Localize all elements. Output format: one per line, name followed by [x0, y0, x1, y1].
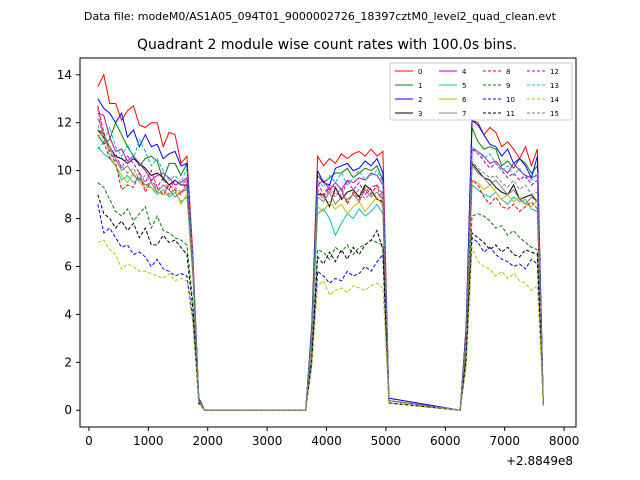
- legend-label-5: 5: [462, 82, 466, 90]
- x-axis: 0 1000 2000 3000 4000 5000 6000 7000 8000: [85, 427, 579, 448]
- chart-title: Quadrant 2 module wise count rates with …: [137, 37, 517, 53]
- x-tick-label: 0: [85, 434, 93, 448]
- y-tick-label: 4: [64, 307, 72, 321]
- legend-label-3: 3: [418, 110, 422, 118]
- legend-label-8: 8: [506, 68, 510, 76]
- legend-label-10: 10: [506, 96, 515, 104]
- x-tick-label: 2000: [192, 434, 223, 448]
- legend-label-13: 13: [550, 82, 559, 90]
- legend-box: [389, 62, 573, 121]
- series-line-10: [97, 204, 544, 411]
- legend-label-6: 6: [462, 96, 467, 104]
- series-line-7: [97, 117, 544, 411]
- plot-area: 0 1000 2000 3000 4000 5000 6000 7000 8000 0 2 4 6 8 1…: [57, 57, 579, 468]
- x-tick-label: 8000: [549, 434, 580, 448]
- x-tick-label: 1000: [133, 434, 164, 448]
- y-axis: 0 2 4 6 8 10 12 14: [57, 68, 80, 417]
- series-line-14: [97, 239, 544, 411]
- series-line-0: [97, 73, 544, 411]
- series-layer: [97, 73, 544, 411]
- series-line-13: [97, 126, 544, 411]
- axes-frame: [79, 57, 577, 428]
- legend-label-1: 1: [418, 82, 422, 90]
- x-offset-label: +2.8849e8: [506, 454, 573, 468]
- x-tick-label: 7000: [489, 434, 520, 448]
- series-line-15: [97, 124, 544, 411]
- x-tick-label: 6000: [430, 434, 461, 448]
- x-tick-label: 3000: [252, 434, 283, 448]
- y-tick-label: 10: [57, 164, 72, 178]
- legend-label-12: 12: [550, 68, 559, 76]
- y-tick-label: 12: [57, 116, 72, 130]
- series-line-9: [97, 182, 544, 411]
- legend-label-2: 2: [418, 96, 422, 104]
- legend-label-0: 0: [418, 68, 422, 76]
- y-tick-label: 6: [64, 259, 72, 273]
- y-tick-label: 14: [57, 68, 72, 82]
- x-tick-label: 5000: [371, 434, 402, 448]
- x-tick-label: 4000: [311, 434, 342, 448]
- legend-label-9: 9: [506, 82, 510, 90]
- series-line-6: [97, 131, 544, 411]
- series-line-11: [97, 194, 544, 411]
- legend-label-11: 11: [506, 110, 515, 118]
- legend-label-7: 7: [462, 110, 466, 118]
- legend-label-4: 4: [462, 68, 467, 76]
- series-line-2: [97, 98, 544, 411]
- y-tick-label: 2: [64, 355, 72, 369]
- legend-label-14: 14: [550, 96, 559, 104]
- series-line-1: [97, 121, 544, 411]
- series-line-4: [97, 112, 544, 411]
- y-tick-label: 0: [64, 403, 72, 417]
- legend-label-15: 15: [550, 110, 559, 118]
- figure-suptitle: Data file: modeM0/AS1A05_094T01_90000027…: [84, 10, 557, 23]
- y-tick-label: 8: [64, 212, 72, 226]
